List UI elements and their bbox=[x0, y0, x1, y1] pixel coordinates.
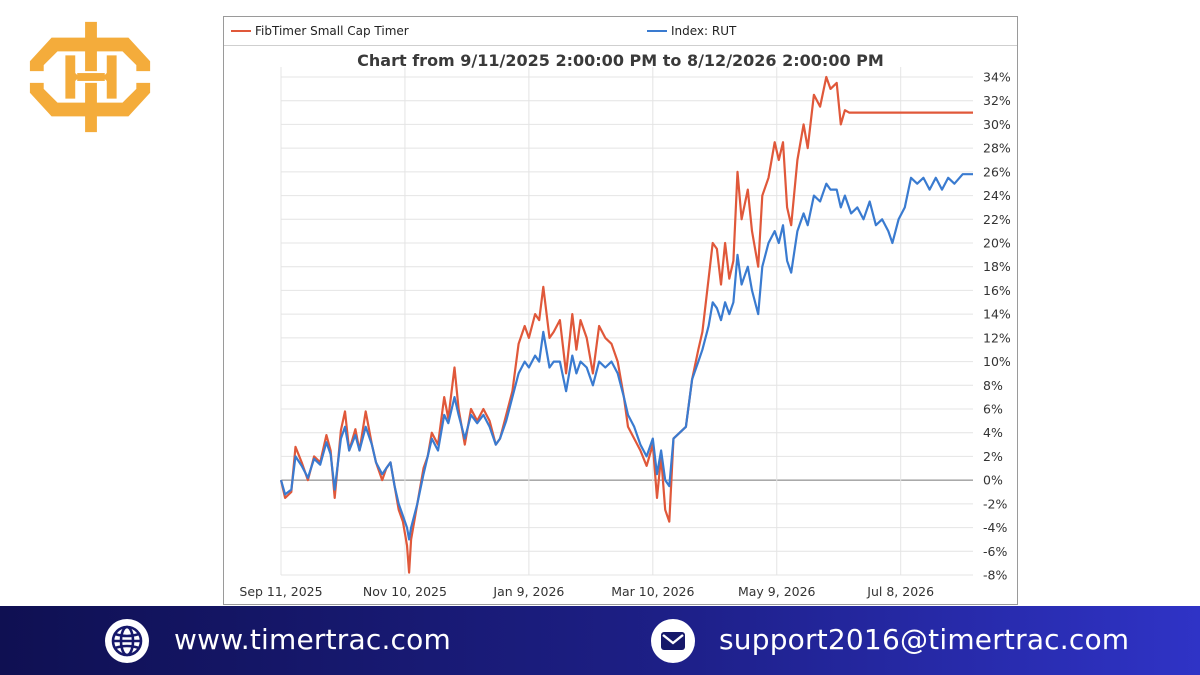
legend-swatch-fibtimer bbox=[231, 30, 251, 32]
y-tick-label: 34% bbox=[983, 70, 1011, 85]
series-line-fibtimer bbox=[279, 75, 973, 574]
legend-label-fibtimer: FibTimer Small Cap Timer bbox=[255, 24, 409, 38]
y-tick-label: -4% bbox=[983, 520, 1007, 535]
y-tick-label: 14% bbox=[983, 307, 1011, 322]
y-tick-label: 26% bbox=[983, 164, 1011, 179]
y-tick-label: 0% bbox=[983, 473, 1003, 488]
y-tick-label: 10% bbox=[983, 354, 1011, 369]
legend-swatch-rut bbox=[647, 30, 667, 32]
y-tick-label: 32% bbox=[983, 93, 1011, 108]
email-link[interactable]: support2016@timertrac.com bbox=[719, 623, 1130, 656]
y-tick-label: 20% bbox=[983, 236, 1011, 251]
mail-icon bbox=[651, 619, 695, 663]
x-tick-label: Jul 8, 2026 bbox=[866, 584, 934, 599]
chart-panel: -8% -6% -4% -2% 0% 2% 4% 6% 8% 10% 12% 14% 16% 18% 20%… bbox=[223, 16, 1018, 605]
y-tick-label: 12% bbox=[983, 330, 1011, 345]
x-tick-label: Jan 9, 2026 bbox=[492, 584, 564, 599]
timertrac-logo-icon bbox=[29, 21, 151, 133]
x-tick-label: Nov 10, 2025 bbox=[363, 584, 447, 599]
website-link[interactable]: www.timertrac.com bbox=[174, 623, 451, 656]
y-tick-label: 24% bbox=[983, 188, 1011, 203]
chart-plot-area: -8% -6% -4% -2% 0% 2% 4% 6% 8% 10% 12% 14% 16% 18% 20%… bbox=[239, 67, 1011, 599]
legend-item-fibtimer: FibTimer Small Cap Timer bbox=[231, 24, 409, 38]
chart-title: Chart from 9/11/2025 2:00:00 PM to 8/12/… bbox=[357, 51, 884, 70]
legend-item-rut: Index: RUT bbox=[647, 24, 736, 38]
y-tick-label: 16% bbox=[983, 283, 1011, 298]
footer-banner: www.timertrac.com support2016@timertrac.… bbox=[0, 606, 1200, 675]
y-tick-label: 30% bbox=[983, 117, 1011, 132]
x-tick-label: Sep 11, 2025 bbox=[239, 584, 322, 599]
x-tick-label: May 9, 2026 bbox=[738, 584, 816, 599]
y-tick-label: 4% bbox=[983, 425, 1003, 440]
y-tick-label: 22% bbox=[983, 212, 1011, 227]
globe-icon bbox=[105, 619, 149, 663]
y-tick-label: -6% bbox=[983, 544, 1007, 559]
x-tick-label: Mar 10, 2026 bbox=[611, 584, 694, 599]
chart-legend: FibTimer Small Cap Timer Index: RUT bbox=[224, 17, 1017, 46]
series-line-rut bbox=[279, 173, 973, 541]
y-tick-label: -8% bbox=[983, 568, 1007, 583]
y-tick-label: 28% bbox=[983, 141, 1011, 156]
legend-label-rut: Index: RUT bbox=[671, 24, 737, 38]
y-tick-label: 8% bbox=[983, 378, 1003, 393]
y-tick-label: 6% bbox=[983, 402, 1003, 417]
y-tick-label: -2% bbox=[983, 496, 1007, 511]
y-tick-label: 2% bbox=[983, 449, 1003, 464]
y-tick-label: 18% bbox=[983, 259, 1011, 274]
